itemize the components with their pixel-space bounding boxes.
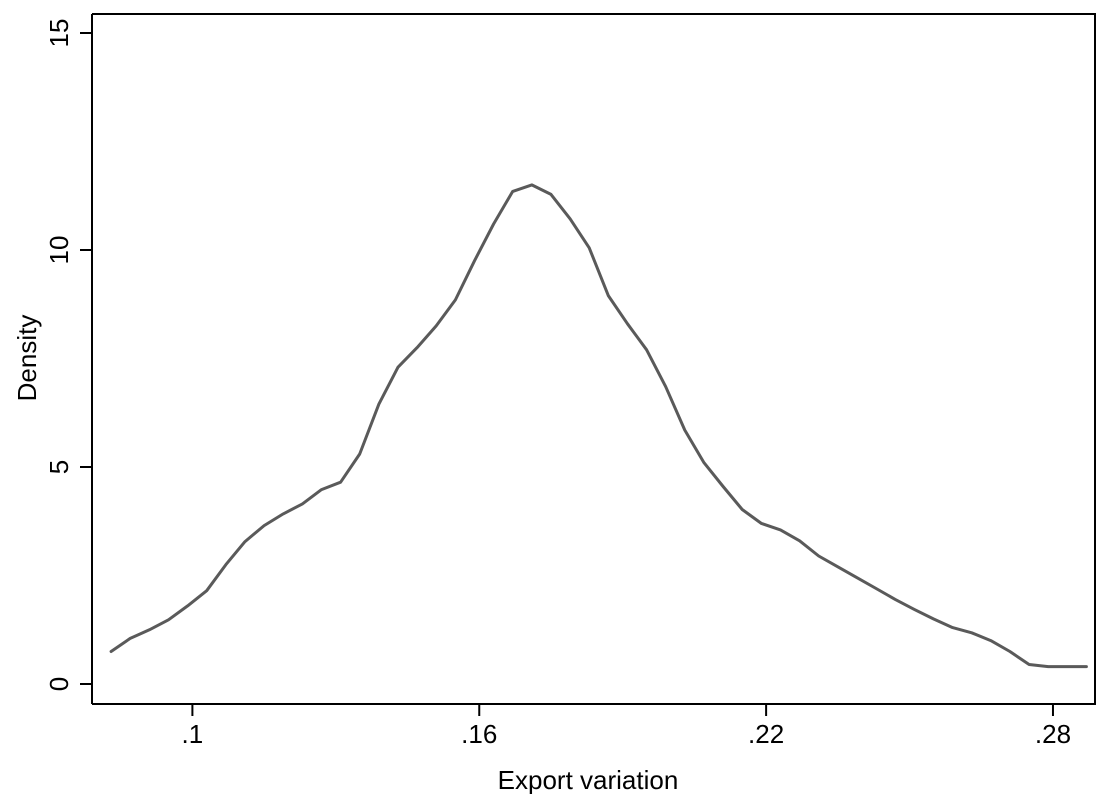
density-point [167,618,170,621]
density-point [856,576,859,579]
density-point [913,608,916,611]
x-tick-label: .1 [182,719,204,749]
density-point [224,563,227,566]
density-point [779,528,782,531]
density-point [301,502,304,505]
density-point [358,453,361,456]
density-point [473,259,476,262]
density-point [989,639,992,642]
density-point [836,565,839,568]
density-point [339,481,342,484]
density-point [244,540,247,543]
y-tick-label: 15 [44,19,74,48]
density-point [664,385,667,388]
density-point [186,604,189,607]
density-point [320,488,323,491]
density-point [951,626,954,629]
x-tick-label: .16 [461,719,497,749]
density-point [511,190,514,193]
x-axis: .1 .16 .22 .28 [182,704,1071,749]
y-axis: 0 5 10 15 [44,19,92,691]
density-point [492,223,495,226]
x-tick-label: .28 [1035,719,1071,749]
density-point [263,524,266,527]
density-point [683,429,686,432]
density-point [703,461,706,464]
density-point [741,508,744,511]
density-point [626,322,629,325]
plot-frame [91,13,1096,705]
density-point [148,628,151,631]
density-point [205,589,208,592]
x-tick-label: .22 [748,719,784,749]
density-point [110,650,113,653]
density-point [550,193,553,196]
density-point [397,366,400,369]
density-line [109,183,1088,669]
density-point [377,403,380,406]
density-point [416,346,419,349]
density-point [970,631,973,634]
y-tick-label: 10 [44,236,74,265]
density-point [875,587,878,590]
density-point [588,246,591,249]
density-point [530,183,533,186]
density-point [607,294,610,297]
density-point [282,512,285,515]
density-point [798,539,801,542]
density-point [894,598,897,601]
density-point [1085,665,1088,668]
y-axis-title: Density [12,315,42,402]
density-point [435,324,438,327]
density-point [129,637,132,640]
y-tick-label: 5 [44,460,74,474]
density-point [1028,663,1031,666]
density-point [645,348,648,351]
density-point [1008,650,1011,653]
density-point [722,485,725,488]
density-point [454,298,457,301]
density-point [1066,665,1069,668]
density-point [760,522,763,525]
density-point [932,617,935,620]
series-layer [109,183,1088,669]
density-point [817,555,820,558]
y-tick-label: 0 [44,677,74,691]
x-axis-title: Export variation [498,765,679,794]
density-point [1047,665,1050,668]
density-point [569,217,572,220]
